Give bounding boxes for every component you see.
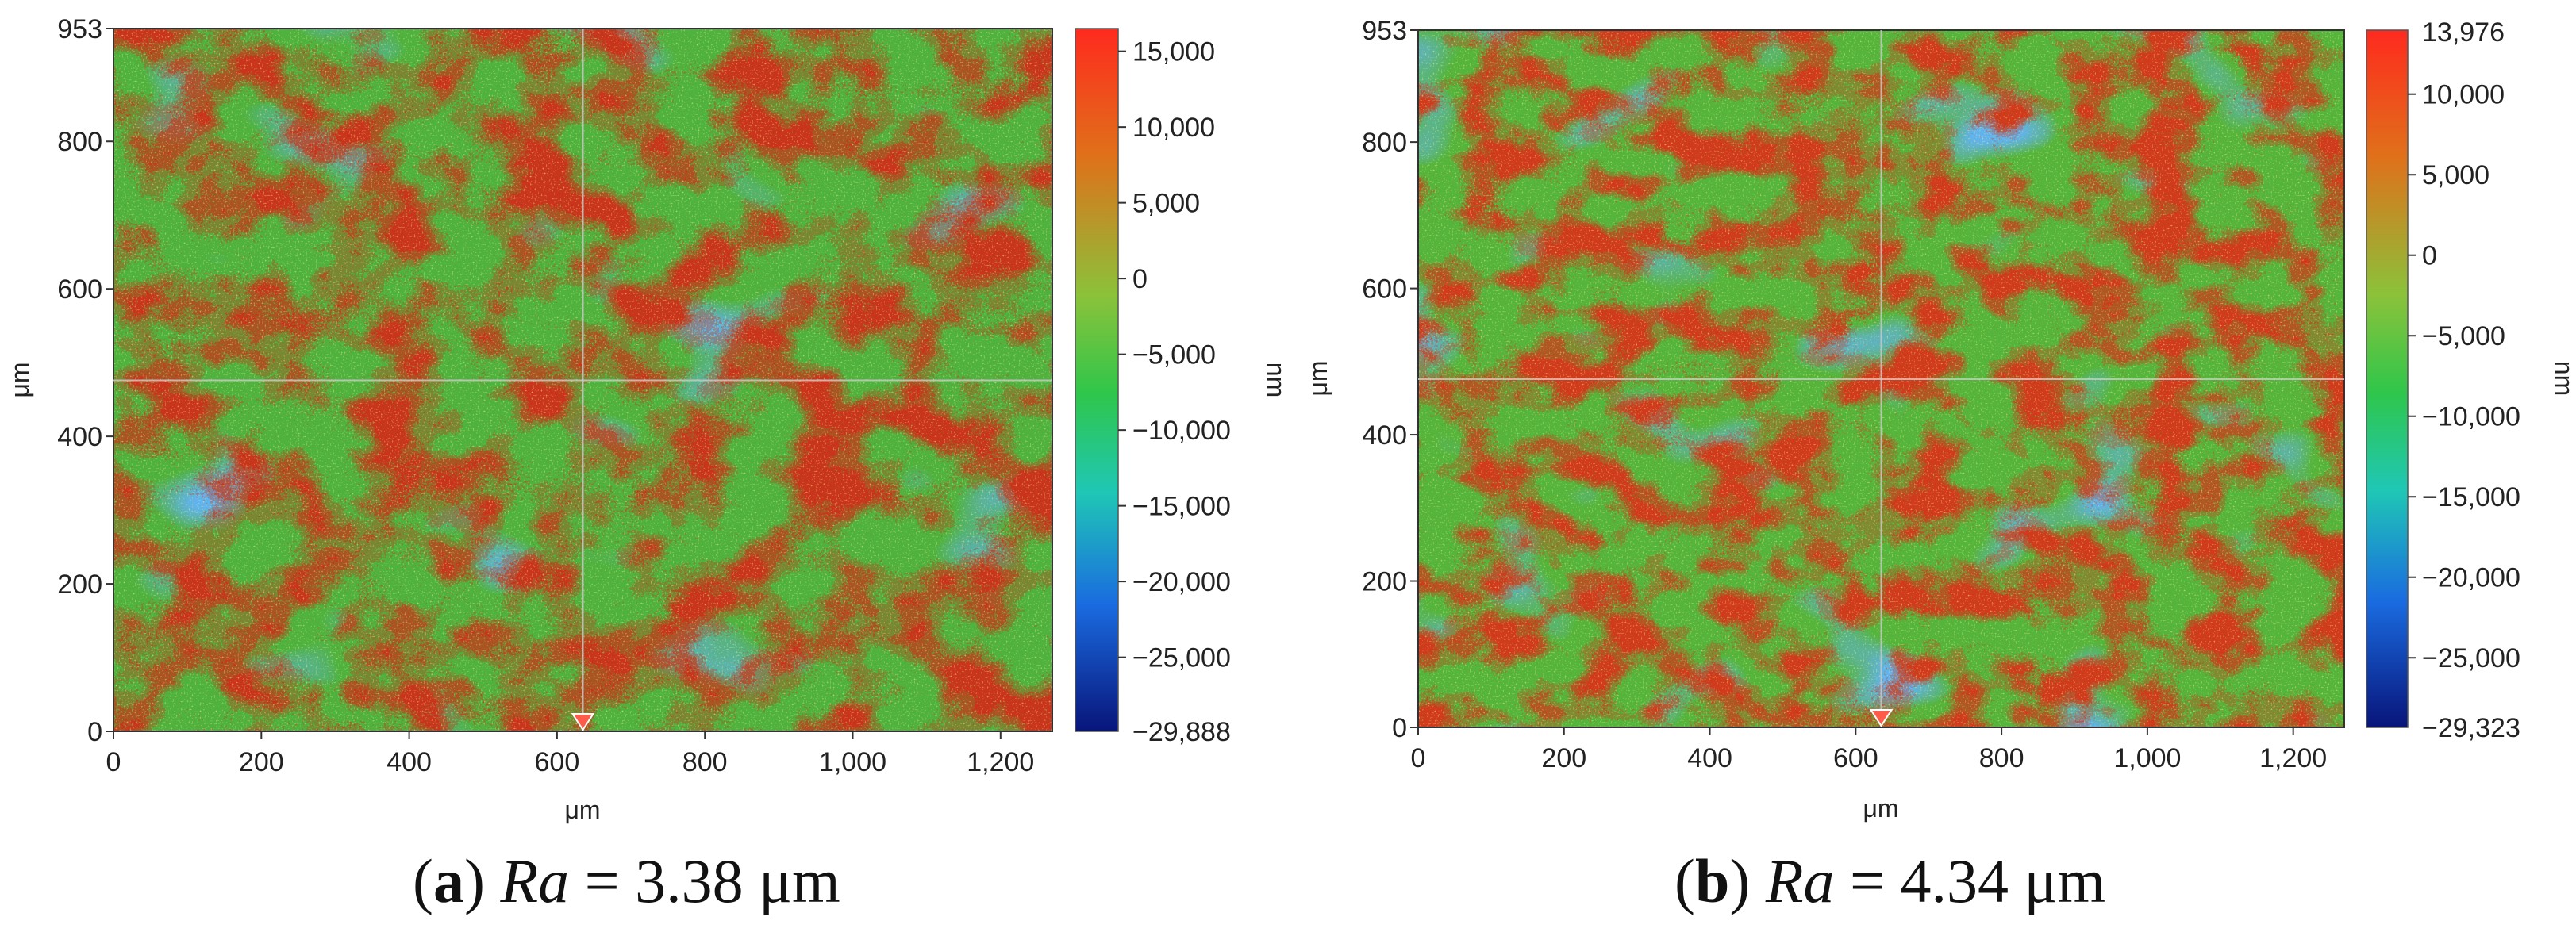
colorbar-tick-label: 10,000 bbox=[1132, 113, 1215, 143]
colorbar-tick-label: −20,000 bbox=[2422, 563, 2520, 593]
x-tick-label: 800 bbox=[1979, 743, 2024, 773]
y-tick-label: 600 bbox=[1362, 274, 1407, 305]
colorbar-ticks: 10,000 5,000 0 −5,000 −10,000 −15,000 −20,000 −… bbox=[2408, 17, 2520, 743]
x-tick-label: 800 bbox=[682, 747, 728, 777]
caption-metric-label: Ra bbox=[1765, 846, 1835, 915]
x-axis-ticks: 0 200 400 600 800 1,000 1,200 bbox=[106, 731, 1034, 777]
y-tick-label: 0 bbox=[87, 717, 102, 747]
x-tick-label: 1,000 bbox=[2113, 743, 2181, 773]
colorbar-min-label: −29,888 bbox=[1132, 717, 1231, 747]
y-tick-label: 800 bbox=[1362, 128, 1407, 158]
x-tick-label: 600 bbox=[535, 747, 580, 777]
y-tick-label: 0 bbox=[1392, 713, 1407, 743]
x-tick-label: 200 bbox=[1541, 743, 1586, 773]
crosshair-marker bbox=[571, 713, 595, 731]
y-tick-label: 600 bbox=[57, 274, 102, 305]
colorbar-tick-label: −5,000 bbox=[2422, 321, 2505, 351]
panel-a: 0 200 400 600 800 1,000 1,200 0 200 400 600 800 953… bbox=[6, 14, 1290, 824]
x-tick-label: 0 bbox=[1411, 743, 1426, 773]
colorbar-tick-label: −20,000 bbox=[1132, 567, 1231, 597]
y-axis-label: μm bbox=[1304, 360, 1332, 396]
colorbar-tick-label: 10,000 bbox=[2422, 80, 2505, 110]
x-axis-label: μm bbox=[564, 796, 600, 824]
caption-a: (a) Ra = 3.38 μm bbox=[413, 846, 840, 915]
colorbar-tick-label: 15,000 bbox=[1132, 37, 1215, 67]
y-tick-label: 200 bbox=[57, 570, 102, 600]
colorbar-label: nm bbox=[1262, 363, 1290, 397]
x-tick-label: 0 bbox=[106, 747, 121, 777]
colorbar-tick-label: −15,000 bbox=[2422, 482, 2520, 512]
colorbar bbox=[2366, 29, 2409, 728]
y-axis-ticks: 0 200 400 600 800 953 bbox=[1362, 16, 1418, 743]
colorbar-tick-label: −5,000 bbox=[1132, 340, 1216, 370]
caption-b: (b) Ra = 4.34 μm bbox=[1674, 846, 2106, 915]
caption-metric-label: Ra bbox=[500, 846, 570, 915]
colorbar bbox=[1075, 28, 1119, 732]
colorbar-tick-label: 5,000 bbox=[2422, 160, 2489, 190]
colorbar-tick-label: −10,000 bbox=[2422, 402, 2520, 432]
x-axis-ticks: 0 200 400 600 800 1,000 1,200 bbox=[1411, 727, 2327, 773]
y-tick-label: 400 bbox=[1362, 420, 1407, 451]
colorbar-tick-label: 5,000 bbox=[1132, 189, 1200, 219]
y-tick-label: 953 bbox=[1362, 16, 1407, 46]
y-tick-label: 400 bbox=[57, 422, 102, 452]
y-tick-label: 800 bbox=[57, 127, 102, 157]
x-tick-label: 400 bbox=[1687, 743, 1732, 773]
x-tick-label: 1,200 bbox=[2259, 743, 2327, 773]
caption-metric-value: 4.34 μm bbox=[1900, 846, 2106, 915]
colorbar-max-label: 13,976 bbox=[2422, 17, 2505, 48]
x-axis-label: μm bbox=[1863, 794, 1898, 823]
crosshair-marker bbox=[1869, 709, 1894, 727]
y-axis-label: μm bbox=[6, 362, 34, 397]
x-tick-label: 400 bbox=[386, 747, 432, 777]
x-tick-label: 1,200 bbox=[967, 747, 1034, 777]
colorbar-tick-label: 0 bbox=[2422, 241, 2437, 271]
y-tick-label: 200 bbox=[1362, 567, 1407, 597]
caption-panel-label: b bbox=[1694, 846, 1730, 915]
colorbar-label: nm bbox=[2550, 361, 2576, 396]
y-tick-label: 953 bbox=[57, 14, 102, 44]
panel-b: 0 200 400 600 800 1,000 1,200 0 200 400 600 800 953… bbox=[1304, 16, 2576, 823]
colorbar-ticks: 15,000 10,000 5,000 0 −5,000 −10,000 −15,000 −2… bbox=[1118, 37, 1231, 747]
caption-metric-value: 3.38 μm bbox=[635, 846, 840, 915]
crosshair bbox=[1418, 30, 2344, 727]
colorbar-tick-label: −25,000 bbox=[1132, 643, 1231, 673]
colorbar-tick-label: −25,000 bbox=[2422, 643, 2520, 673]
caption-panel-label: a bbox=[433, 846, 464, 915]
colorbar-tick-label: 0 bbox=[1132, 264, 1148, 294]
colorbar-tick-label: −15,000 bbox=[1132, 492, 1231, 522]
crosshair bbox=[113, 29, 1052, 731]
y-axis-ticks: 0 200 400 600 800 953 bbox=[57, 14, 113, 747]
x-tick-label: 1,000 bbox=[819, 747, 886, 777]
colorbar-min-label: −29,323 bbox=[2422, 713, 2520, 743]
x-tick-label: 600 bbox=[1833, 743, 1878, 773]
colorbar-tick-label: −10,000 bbox=[1132, 416, 1231, 446]
x-tick-label: 200 bbox=[239, 747, 284, 777]
